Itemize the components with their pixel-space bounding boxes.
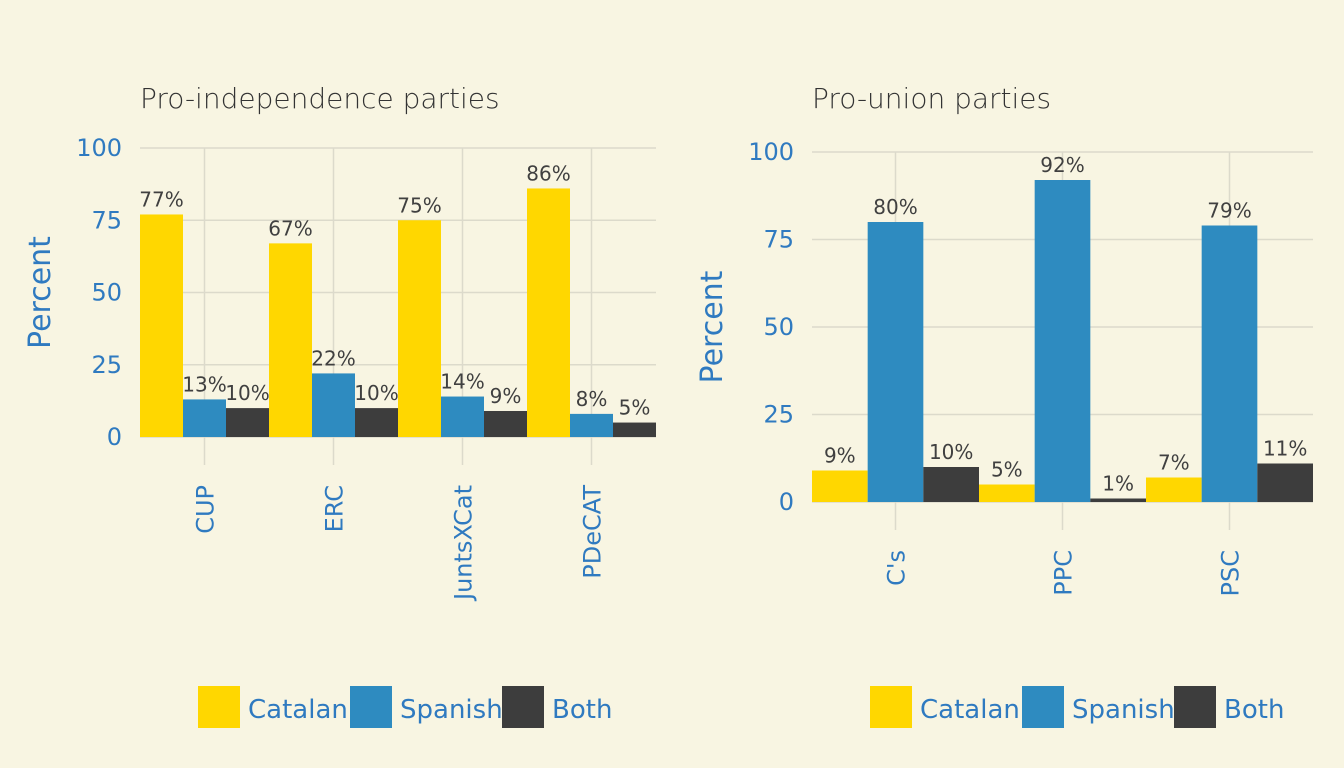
bar-spanish-ppc	[1034, 180, 1091, 502]
legend-swatch-both	[502, 686, 544, 728]
bar-spanish-psc	[1201, 225, 1258, 502]
data-label-catalan-erc: 67%	[268, 216, 312, 240]
data-label-catalan-cup: 77%	[139, 187, 183, 211]
data-label-catalan-psc: 7%	[1158, 451, 1190, 475]
x-tick-label-c-s: C's	[883, 550, 911, 586]
y-tick-label: 50	[763, 313, 794, 341]
bar-both-pdecat	[613, 422, 656, 437]
bar-both-juntsxcat	[484, 410, 527, 437]
x-tick-label-cup: CUP	[192, 485, 220, 534]
y-tick-label: 0	[779, 488, 794, 516]
bar-spanish-c-s	[867, 222, 924, 502]
data-label-both-psc: 11%	[1263, 437, 1307, 461]
data-label-spanish-juntsxcat: 14%	[440, 370, 484, 394]
legend-swatch-spanish	[1022, 686, 1064, 728]
data-label-spanish-c-s: 80%	[873, 195, 917, 219]
data-label-spanish-cup: 13%	[182, 372, 226, 396]
data-label-spanish-ppc: 92%	[1040, 153, 1084, 177]
bar-catalan-pdecat	[527, 188, 570, 437]
y-axis-label: Percent	[695, 270, 730, 383]
y-tick-label: 25	[91, 351, 122, 379]
bar-catalan-juntsxcat	[398, 220, 441, 437]
data-label-catalan-c-s: 9%	[824, 444, 856, 468]
chart-title: Pro-independence parties	[140, 82, 500, 115]
data-label-spanish-psc: 79%	[1207, 199, 1251, 223]
x-tick-label-juntsxcat: JuntsXCat	[450, 485, 478, 602]
chart-title: Pro-union parties	[812, 82, 1051, 115]
y-tick-label: 0	[107, 423, 122, 451]
data-label-both-cup: 10%	[225, 381, 269, 405]
legend-label-spanish: Spanish	[400, 695, 503, 725]
legend-swatch-spanish	[350, 686, 392, 728]
bar-catalan-ppc	[979, 484, 1035, 502]
y-axis-label: Percent	[23, 236, 58, 349]
y-tick-label: 50	[91, 279, 122, 307]
legend-label-spanish: Spanish	[1072, 695, 1175, 725]
bar-both-erc	[355, 408, 398, 437]
data-label-both-pdecat: 5%	[619, 396, 651, 420]
legend-label-both: Both	[1224, 695, 1284, 725]
data-label-spanish-pdecat: 8%	[576, 387, 608, 411]
bar-both-c-s	[923, 467, 979, 502]
bar-spanish-cup	[183, 399, 226, 437]
bar-catalan-c-s	[812, 470, 868, 502]
legend-label-catalan: Catalan	[248, 695, 348, 725]
bar-both-ppc	[1090, 498, 1146, 502]
data-label-both-erc: 10%	[354, 381, 398, 405]
y-tick-label: 25	[763, 401, 794, 429]
bar-catalan-erc	[269, 243, 312, 437]
x-tick-label-pdecat: PDeCAT	[579, 485, 607, 579]
y-tick-label: 75	[763, 226, 794, 254]
bar-both-psc	[1257, 463, 1313, 502]
legend-swatch-catalan	[870, 686, 912, 728]
data-label-catalan-pdecat: 86%	[526, 161, 570, 185]
bar-catalan-cup	[140, 214, 183, 437]
data-label-both-c-s: 10%	[929, 440, 973, 464]
legend-label-catalan: Catalan	[920, 695, 1020, 725]
bar-both-cup	[226, 408, 269, 437]
y-tick-label: 75	[91, 206, 122, 234]
data-label-both-ppc: 1%	[1102, 472, 1134, 496]
pro-independence-panel: Pro-independence parties 0 25 50 75 100 CUP ERC…	[23, 82, 656, 728]
x-tick-label-erc: ERC	[321, 485, 349, 532]
bar-catalan-psc	[1146, 477, 1202, 502]
x-tick-label-psc: PSC	[1217, 550, 1245, 596]
bar-spanish-juntsxcat	[441, 396, 484, 437]
legend-swatch-both	[1174, 686, 1216, 728]
x-tick-label-ppc: PPC	[1050, 550, 1078, 596]
legend-label-both: Both	[552, 695, 612, 725]
y-tick-label: 100	[748, 138, 794, 166]
data-label-both-juntsxcat: 9%	[490, 384, 522, 408]
y-tick-label: 100	[76, 134, 122, 162]
bar-spanish-pdecat	[570, 413, 613, 437]
data-label-spanish-erc: 22%	[311, 346, 355, 370]
data-label-catalan-ppc: 5%	[991, 458, 1023, 482]
pro-union-panel: Pro-union parties 0 25 50 75 100 C's PPC PSC 9% 5%…	[695, 82, 1313, 728]
bar-spanish-erc	[312, 373, 355, 437]
data-label-catalan-juntsxcat: 75%	[397, 193, 441, 217]
legend-swatch-catalan	[198, 686, 240, 728]
